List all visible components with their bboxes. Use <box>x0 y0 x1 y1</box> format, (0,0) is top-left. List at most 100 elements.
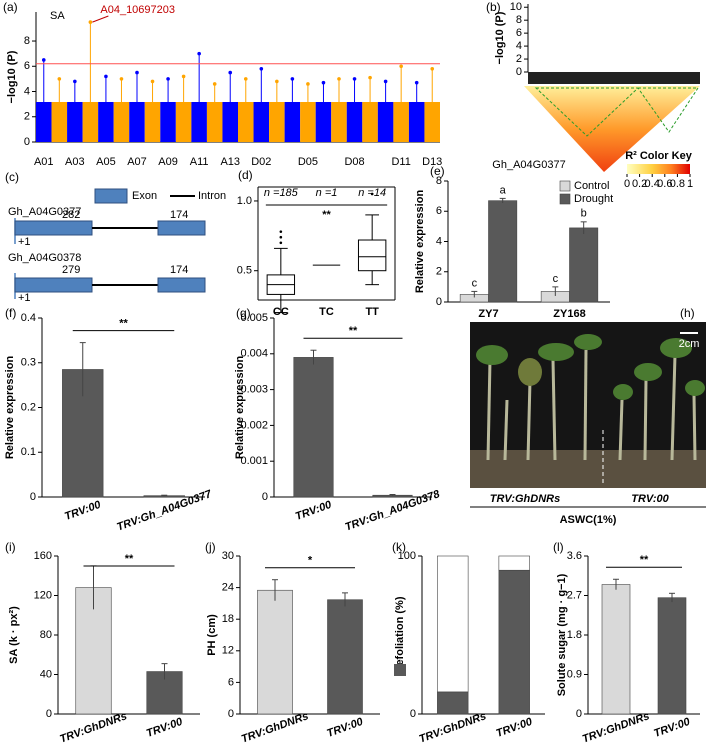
x-tick-label: A07 <box>127 156 147 168</box>
outlier <box>279 241 283 245</box>
outlier <box>279 230 283 233</box>
x-tick-label: TRV:GhDNRs <box>58 710 128 745</box>
x-tick-label: TRV:GhDNRs <box>418 710 488 745</box>
y-tick-label: 10 <box>510 1 522 13</box>
snp-density <box>113 102 130 142</box>
gene-name: Gh_A04G0378 <box>8 252 81 264</box>
y-tick-label: 80 <box>40 629 52 641</box>
exon <box>14 220 93 236</box>
y-tick-label: 120 <box>34 589 52 601</box>
snp-peak <box>228 70 233 75</box>
y-tick-label: 160 <box>34 550 52 562</box>
y-tick-label: 3.6 <box>567 550 582 562</box>
snp-density <box>175 102 192 142</box>
bar <box>601 584 631 715</box>
y-axis-label: SA (k · px²) <box>8 606 20 664</box>
bar <box>257 589 293 715</box>
snp-density <box>315 102 332 142</box>
y-tick-label: 0.9 <box>567 668 582 680</box>
chart-title: Gh_A04G0377 <box>492 159 565 171</box>
bar <box>437 691 469 715</box>
snp-peak <box>104 74 108 79</box>
bar <box>657 597 687 715</box>
color-key <box>627 164 690 174</box>
snp-density <box>144 102 161 142</box>
letter: a <box>500 184 507 196</box>
y-tick-label: 40 <box>40 668 52 680</box>
snp-density <box>51 102 68 142</box>
y-tick-label: 8 <box>436 175 442 187</box>
y-tick-label: 0.5 <box>237 265 252 277</box>
snp-density <box>331 102 347 142</box>
bar <box>498 555 530 571</box>
snp-peak <box>337 77 341 81</box>
y-tick-label: 100 <box>398 550 416 562</box>
x-tick-label: TRV:GhDNRs <box>581 710 651 745</box>
snp-density <box>393 102 409 142</box>
tss-label: +1 <box>18 292 31 304</box>
legend-text: Control <box>574 180 609 192</box>
ld-heatmap <box>524 86 700 172</box>
snp-density <box>36 102 52 142</box>
x-tick-label: A01 <box>34 156 54 168</box>
exon-length: 282 <box>62 209 80 221</box>
ld-block <box>637 87 699 133</box>
x-tick-label: D05 <box>298 156 318 168</box>
snp-peak <box>414 80 419 85</box>
y-tick-label: 0.002 <box>240 419 268 431</box>
x-tick-label: TRV:GhDNRs <box>240 710 310 745</box>
legend-swatch <box>559 193 571 205</box>
bar <box>498 569 530 715</box>
color-key-label: 0 <box>624 178 630 190</box>
significance: ** <box>640 554 649 566</box>
snp-peak <box>73 79 77 84</box>
color-key-label: 1 <box>687 178 693 190</box>
snp-density <box>269 102 285 142</box>
legend-swatch <box>394 664 406 676</box>
color-key-label: 0.8 <box>670 178 685 190</box>
y-tick-label: 0 <box>262 491 268 503</box>
snp-peak <box>135 70 139 75</box>
gene-name: Gh_A04G0377 <box>8 206 81 218</box>
y-tick-label: 0 <box>228 708 234 720</box>
x-tick-label: TRV:00 <box>63 499 103 523</box>
ld-fan <box>528 72 700 84</box>
bar <box>293 357 334 498</box>
annotation-arrow <box>92 15 109 23</box>
photo <box>470 322 706 488</box>
snp-peak <box>243 77 248 81</box>
y-tick-label: 4 <box>24 85 30 97</box>
panel-label: (g) <box>236 306 251 320</box>
significance: ** <box>349 325 358 337</box>
n-label: n =185 <box>264 187 299 199</box>
group-label: TRV:00 <box>631 493 669 505</box>
snp-density <box>98 102 114 142</box>
y-tick-label: 0 <box>46 708 52 720</box>
snp-density <box>206 102 223 142</box>
y-tick-label: 4 <box>516 40 522 52</box>
y-axis-label: Relative expression <box>4 356 16 460</box>
y-tick-label: 8 <box>516 14 522 26</box>
y-tick-label: 6 <box>516 27 522 39</box>
snp-peak <box>119 77 124 81</box>
snp-peak <box>430 66 435 71</box>
exon <box>157 277 206 293</box>
snp-peak <box>306 82 310 86</box>
tss-label: +1 <box>18 236 31 248</box>
y-tick-label: 0.003 <box>240 384 268 396</box>
significance: ** <box>322 209 331 221</box>
y-tick-label: 0 <box>436 296 442 308</box>
x-tick-label: TRV:00 <box>145 716 185 740</box>
x-tick-label: ZY168 <box>553 308 585 320</box>
y-tick-label: 0 <box>410 708 416 720</box>
y-tick-label: 0 <box>30 491 36 503</box>
letter: c <box>472 277 478 289</box>
snp-density <box>238 102 254 142</box>
snp-density <box>191 102 207 142</box>
exon-swatch <box>94 188 128 204</box>
color-key-label: 0.4 <box>645 178 660 190</box>
outlier <box>279 235 283 239</box>
x-tick-label: D02 <box>251 156 271 168</box>
y-tick-label: 6 <box>228 676 234 688</box>
